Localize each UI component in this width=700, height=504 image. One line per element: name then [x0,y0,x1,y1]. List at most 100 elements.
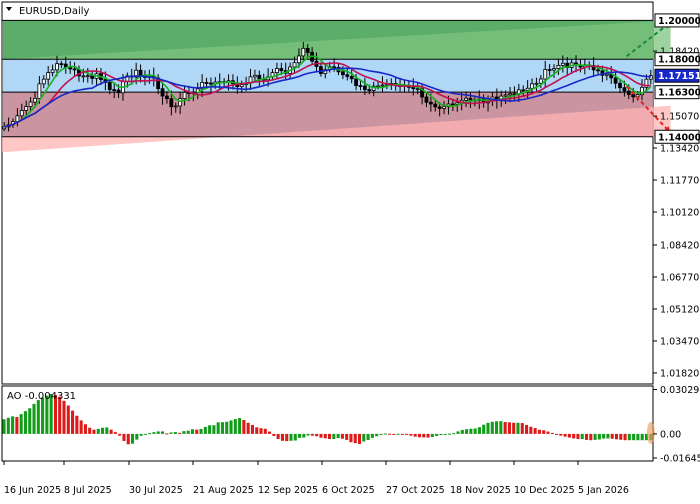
ao-bar[interactable] [533,428,537,434]
ao-bar[interactable] [229,420,233,434]
ao-bar[interactable] [216,422,220,434]
ao-bar[interactable] [392,433,396,435]
ao-bar[interactable] [28,408,32,434]
ao-bar[interactable] [610,433,614,439]
ao-bar[interactable] [233,419,237,434]
candle[interactable] [319,62,323,77]
candle[interactable] [253,69,257,83]
candle[interactable] [530,78,534,94]
ao-bar[interactable] [593,433,597,440]
ao-bar[interactable] [259,428,263,434]
ao-bar[interactable] [45,395,49,434]
candle[interactable] [560,55,565,73]
candle[interactable] [112,82,117,99]
candle[interactable] [556,59,561,75]
candle[interactable] [358,80,363,91]
ao-bar[interactable] [66,405,70,434]
ao-bar[interactable] [272,433,276,436]
candle[interactable] [552,64,556,78]
ao-bar[interactable] [306,433,310,436]
candle[interactable] [28,97,33,112]
ao-bar[interactable] [516,422,520,434]
ao-bar[interactable] [486,422,490,434]
ao-bar[interactable] [328,433,332,440]
candle[interactable] [618,79,622,94]
ao-bar[interactable] [32,403,36,434]
candle[interactable] [19,103,24,120]
ao-bar[interactable] [130,433,135,444]
ao-bar[interactable] [118,433,122,436]
ao-bar[interactable] [614,433,619,440]
ao-bar[interactable] [178,432,182,434]
ao-bar[interactable] [19,414,23,434]
ao-bar[interactable] [302,433,306,438]
ao-bar[interactable] [105,427,109,434]
ao-bar[interactable] [499,421,503,434]
candle[interactable] [209,77,213,93]
candle[interactable] [521,85,526,97]
ao-bar[interactable] [644,433,649,441]
ao-bar[interactable] [430,433,434,437]
ao-bar[interactable] [23,411,27,434]
ao-bar[interactable] [340,433,344,439]
ao-bar[interactable] [199,428,203,434]
ao-bar[interactable] [580,433,584,440]
ao-bar[interactable] [126,433,130,445]
candle[interactable] [200,74,205,97]
ao-bar[interactable] [375,433,379,437]
ao-bar[interactable] [554,433,559,435]
ao-bar[interactable] [456,431,460,434]
ao-bar[interactable] [182,431,186,434]
ao-bar[interactable] [627,433,631,441]
candle[interactable] [24,100,29,116]
ao-bar[interactable] [640,433,644,441]
ao-bar[interactable] [246,422,250,434]
ao-bar[interactable] [250,424,254,434]
ao-bar[interactable] [165,433,169,435]
ao-bar[interactable] [584,433,589,440]
ao-bar[interactable] [482,424,486,434]
ao-bar[interactable] [632,433,636,441]
ao-bar[interactable] [310,433,314,436]
ao-bar[interactable] [357,433,362,445]
candle[interactable] [362,77,367,95]
ao-bar[interactable] [139,433,143,436]
candle[interactable] [305,44,310,58]
ao-bar[interactable] [602,433,606,439]
ao-bar[interactable] [208,425,212,434]
candle[interactable] [33,91,37,107]
ao-bar[interactable] [490,421,494,434]
ao-bar[interactable] [589,433,593,441]
ao-bar[interactable] [405,433,409,435]
ao-bar[interactable] [422,433,426,438]
ao-bar[interactable] [525,424,529,434]
candle[interactable] [640,79,644,101]
ao-bar[interactable] [512,422,516,434]
ao-bar[interactable] [537,429,541,434]
ao-bar[interactable] [619,433,623,440]
candle[interactable] [424,92,429,108]
candle[interactable] [50,64,55,77]
candle[interactable] [349,69,354,84]
ao-bar[interactable] [606,433,610,439]
ao-bar[interactable] [62,400,66,434]
candle[interactable] [415,82,420,95]
ao-bar[interactable] [156,431,160,434]
ao-bar[interactable] [122,433,126,441]
ao-bar[interactable] [323,433,327,439]
ao-bar[interactable] [473,428,477,434]
ao-bar[interactable] [152,432,156,434]
ao-bar[interactable] [15,417,19,434]
ao-bar[interactable] [465,429,469,434]
ao-bar[interactable] [597,433,601,440]
candle[interactable] [534,77,539,93]
ao-bar[interactable] [362,433,366,442]
ao-bar[interactable] [285,433,289,442]
ao-bar[interactable] [469,428,473,434]
candle[interactable] [107,79,112,95]
ao-bar[interactable] [387,433,392,435]
ao-bar[interactable] [160,431,165,434]
ao-bar[interactable] [6,417,10,434]
ao-bar[interactable] [88,427,92,434]
candle[interactable] [173,102,178,113]
